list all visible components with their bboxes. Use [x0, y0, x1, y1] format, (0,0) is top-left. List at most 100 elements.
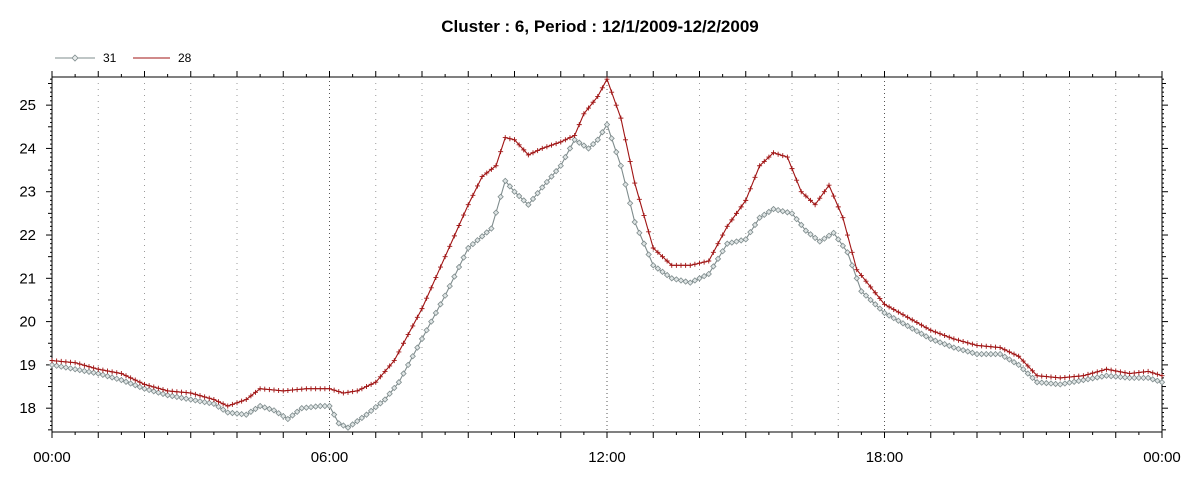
- data-point: [307, 403, 315, 411]
- data-point: [923, 325, 929, 331]
- data-point: [502, 177, 509, 185]
- data-point: [853, 275, 860, 282]
- data-point: [424, 295, 430, 301]
- data-point: [368, 381, 374, 387]
- data-point: [589, 140, 597, 148]
- data-point: [862, 292, 870, 299]
- data-point: [275, 410, 282, 417]
- data-point: [201, 398, 208, 406]
- data-point: [81, 362, 87, 368]
- data-point: [465, 202, 471, 208]
- data-point: [382, 368, 388, 374]
- data-point: [636, 196, 642, 202]
- y-tick-label: 25: [19, 97, 36, 114]
- data-point: [280, 388, 286, 394]
- data-point: [848, 262, 856, 269]
- data-point: [742, 236, 749, 243]
- data-point: [238, 410, 245, 418]
- data-point: [701, 259, 707, 265]
- data-point: [469, 240, 477, 248]
- data-point: [401, 340, 406, 346]
- data-point: [1006, 356, 1013, 363]
- data-point: [497, 193, 504, 200]
- data-point: [63, 359, 69, 365]
- data-point: [816, 238, 823, 245]
- data-point: [543, 178, 551, 186]
- data-point: [354, 418, 361, 425]
- data-point: [941, 340, 948, 348]
- data-point: [946, 342, 953, 350]
- data-point: [197, 393, 203, 399]
- data-point: [1085, 371, 1091, 377]
- data-point: [1067, 374, 1072, 380]
- data-point: [1015, 361, 1022, 369]
- data-point: [553, 141, 559, 147]
- data-point: [562, 153, 569, 161]
- data-point: [475, 183, 480, 189]
- data-point: [950, 344, 958, 351]
- data-point: [248, 393, 254, 399]
- data-point: [95, 370, 102, 377]
- data-point: [100, 367, 106, 373]
- data-point: [1038, 379, 1045, 386]
- data-point: [114, 370, 120, 376]
- y-tick-label: 18: [19, 400, 36, 417]
- data-point: [585, 145, 592, 152]
- data-point: [1154, 371, 1160, 377]
- data-point: [580, 142, 588, 149]
- data-point: [405, 332, 411, 338]
- data-point: [932, 337, 939, 344]
- data-point: [1131, 374, 1138, 382]
- data-point: [826, 182, 832, 188]
- data-point: [58, 358, 64, 364]
- data-point: [150, 388, 157, 395]
- data-point: [882, 301, 887, 307]
- data-point: [433, 274, 439, 280]
- data-point: [340, 422, 347, 429]
- data-point: [603, 121, 611, 128]
- data-point: [400, 370, 407, 377]
- data-point: [534, 190, 541, 197]
- data-point: [572, 132, 578, 138]
- series-28: [49, 76, 1165, 409]
- data-point: [243, 411, 250, 418]
- data-point: [493, 163, 499, 169]
- data-point: [1071, 374, 1077, 380]
- data-point: [835, 204, 841, 210]
- data-point: [632, 180, 638, 186]
- data-point: [284, 415, 292, 423]
- data-point: [206, 395, 212, 401]
- data-point: [99, 371, 107, 379]
- data-point: [164, 392, 171, 399]
- data-point: [229, 401, 235, 407]
- data-point: [525, 152, 531, 158]
- data-point: [1131, 370, 1137, 376]
- data-point: [451, 273, 458, 280]
- data-point: [927, 335, 934, 343]
- data-point: [159, 390, 167, 398]
- data-point: [113, 375, 120, 382]
- data-point: [886, 304, 892, 310]
- data-point: [919, 322, 924, 328]
- data-point: [678, 262, 684, 268]
- data-point: [996, 350, 1004, 358]
- data-point: [835, 236, 842, 243]
- data-point: [330, 411, 338, 418]
- data-point: [687, 262, 693, 268]
- data-point: [165, 388, 171, 394]
- data-point: [1029, 374, 1036, 382]
- data-point: [677, 277, 685, 284]
- data-point: [206, 399, 213, 407]
- data-point: [169, 392, 176, 400]
- data-point: [108, 374, 116, 381]
- data-point: [715, 241, 721, 247]
- data-point: [372, 403, 379, 411]
- data-point: [155, 385, 161, 391]
- data-point: [182, 395, 190, 402]
- data-point: [793, 215, 800, 223]
- data-point: [937, 331, 943, 337]
- data-point: [516, 142, 522, 148]
- data-point: [409, 353, 416, 360]
- data-point: [461, 212, 467, 218]
- data-point: [539, 145, 545, 151]
